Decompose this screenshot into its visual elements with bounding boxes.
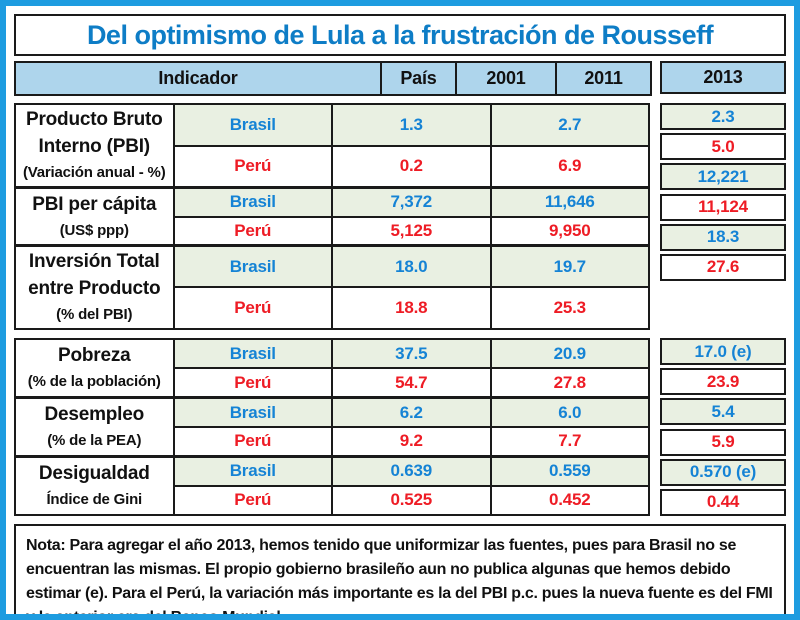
- header-2013: 2013: [660, 61, 786, 94]
- table-row: Perú 9.2 7.7: [15, 425, 650, 458]
- table-row: Perú 0.2 6.9: [15, 144, 650, 189]
- value-2013-cell: 2.3: [660, 103, 786, 130]
- country-cell-peru: Perú: [172, 215, 333, 247]
- data-block-social: Pobreza (% de la población) Brasil 37.5 …: [14, 337, 786, 517]
- country-cell-peru: Perú: [172, 144, 333, 189]
- indicator-title: PBI per cápita: [32, 193, 157, 215]
- table-row: Perú 5,125 9,950: [15, 215, 650, 247]
- table-row: Desempleo (% de la PEA) Brasil 6.2 6.0: [14, 396, 650, 458]
- value-cell: 6.0: [489, 396, 650, 428]
- value-cell: 0.559: [489, 454, 650, 487]
- value-cell: 11,646: [489, 186, 650, 218]
- header-row: Indicador País 2001 2011: [14, 61, 652, 96]
- value-2013-cell: 27.6: [660, 253, 786, 281]
- value-cell: 0.452: [489, 484, 650, 517]
- value-cell: 0.639: [331, 454, 492, 487]
- value-2013-cell: 11,124: [660, 193, 786, 221]
- country-cell-peru: Perú: [172, 484, 333, 517]
- header-indicador: Indicador: [14, 61, 382, 96]
- header-pais: País: [380, 61, 457, 96]
- country-cell-peru: Perú: [172, 286, 333, 330]
- value-cell: 1.3: [331, 103, 492, 147]
- table-row: Pobreza (% de la población) Brasil 37.5 …: [14, 337, 650, 399]
- indicator-subtitle: (US$ ppp): [59, 221, 129, 239]
- main-table-economy: Producto Bruto Interno (PBI) (Variación …: [14, 103, 650, 330]
- value-cell: 0.525: [331, 484, 492, 517]
- header-2001: 2001: [455, 61, 557, 96]
- value-cell: 25.3: [489, 286, 650, 330]
- value-2013-cell: 5.9: [660, 428, 786, 456]
- indicator-subtitle: Índice de Gini: [46, 490, 143, 508]
- column-2013-economy: 2.3 5.0 12,221 11,124 18.3 27.6: [660, 103, 786, 281]
- indicator-title: Desigualdad: [38, 462, 150, 484]
- value-cell: 7.7: [489, 425, 650, 458]
- value-2013-cell: 5.4: [660, 398, 786, 426]
- value-cell: 6.2: [331, 396, 492, 428]
- note-text: Nota: Para agregar el año 2013, hemos te…: [26, 537, 773, 620]
- value-cell: 27.8: [489, 367, 650, 399]
- value-cell: 20.9: [489, 337, 650, 370]
- indicator-cell: Desigualdad Índice de Gini: [14, 454, 175, 516]
- value-2013-cell: 18.3: [660, 223, 786, 251]
- value-2013-cell: 0.570 (e): [660, 458, 786, 486]
- value-2013-cell: 17.0 (e): [660, 338, 786, 365]
- value-cell: 18.8: [331, 286, 492, 330]
- country-cell-brasil: Brasil: [172, 454, 333, 487]
- indicator-title: Pobreza: [57, 345, 131, 367]
- value-cell: 9.2: [331, 425, 492, 458]
- column-2013-social: 17.0 (e) 23.9 5.4 5.9 0.570 (e) 0.44: [660, 338, 786, 516]
- indicator-subtitle: (% de la población): [27, 373, 161, 391]
- value-cell: 37.5: [331, 337, 492, 370]
- indicator-subtitle: (% de la PEA): [47, 431, 142, 449]
- value-cell: 54.7: [331, 367, 492, 399]
- indicator-subtitle: (Variación anual - %): [22, 164, 166, 181]
- value-cell: 5,125: [331, 215, 492, 247]
- table-row: Inversión Total entre Producto (% del PB…: [14, 244, 650, 330]
- country-cell-brasil: Brasil: [172, 244, 333, 289]
- table-row: Perú 18.8 25.3: [15, 286, 650, 330]
- value-cell: 2.7: [489, 103, 650, 147]
- table-row: Desigualdad Índice de Gini Brasil 0.639 …: [14, 454, 650, 516]
- value-cell: 18.0: [331, 244, 492, 289]
- table-row: Producto Bruto Interno (PBI) (Variación …: [14, 103, 650, 189]
- table-row: Perú 0.525 0.452: [15, 484, 650, 517]
- country-cell-brasil: Brasil: [172, 396, 333, 428]
- value-2013-cell: 5.0: [660, 133, 786, 161]
- value-cell: 19.7: [489, 244, 650, 289]
- indicator-cell: Pobreza (% de la población): [14, 338, 175, 399]
- country-cell-brasil: Brasil: [172, 103, 333, 147]
- table-row: Perú 54.7 27.8: [15, 367, 650, 399]
- indicator-title: Desempleo: [44, 403, 145, 425]
- indicator-cell: Producto Bruto Interno (PBI) (Variación …: [14, 103, 175, 189]
- country-cell-peru: Perú: [172, 425, 333, 458]
- country-cell-brasil: Brasil: [172, 337, 333, 370]
- indicator-cell: Desempleo (% de la PEA): [14, 396, 175, 458]
- country-cell-peru: Perú: [172, 367, 333, 399]
- value-cell: 7,372: [331, 186, 492, 218]
- country-cell-brasil: Brasil: [172, 186, 333, 218]
- page-title: Del optimismo de Lula a la frustración d…: [86, 19, 714, 50]
- indicator-subtitle: (% del PBI): [56, 306, 133, 323]
- header-2011: 2011: [555, 61, 652, 96]
- indicator-title: Producto Bruto Interno (PBI): [25, 109, 163, 157]
- data-block-economy: Producto Bruto Interno (PBI) (Variación …: [14, 103, 786, 330]
- value-2013-cell: 12,221: [660, 163, 786, 191]
- value-cell: 0.2: [331, 144, 492, 189]
- table-row: PBI per cápita (US$ ppp) Brasil 7,372 11…: [14, 186, 650, 247]
- value-cell: 6.9: [489, 144, 650, 189]
- indicator-cell: PBI per cápita (US$ ppp): [14, 186, 175, 247]
- value-2013-cell: 23.9: [660, 368, 786, 396]
- indicator-title: Inversión Total entre Producto: [28, 251, 161, 299]
- title-box: Del optimismo de Lula a la frustración d…: [14, 14, 786, 56]
- value-cell: 9,950: [489, 215, 650, 247]
- table-header-row: Indicador País 2001 2011 2013: [14, 61, 786, 96]
- value-2013-cell: 0.44: [660, 488, 786, 516]
- note-box: Nota: Para agregar el año 2013, hemos te…: [14, 524, 786, 620]
- main-table-social: Pobreza (% de la población) Brasil 37.5 …: [14, 337, 650, 517]
- indicator-cell: Inversión Total entre Producto (% del PB…: [14, 244, 175, 330]
- header-main-table: Indicador País 2001 2011: [14, 61, 652, 96]
